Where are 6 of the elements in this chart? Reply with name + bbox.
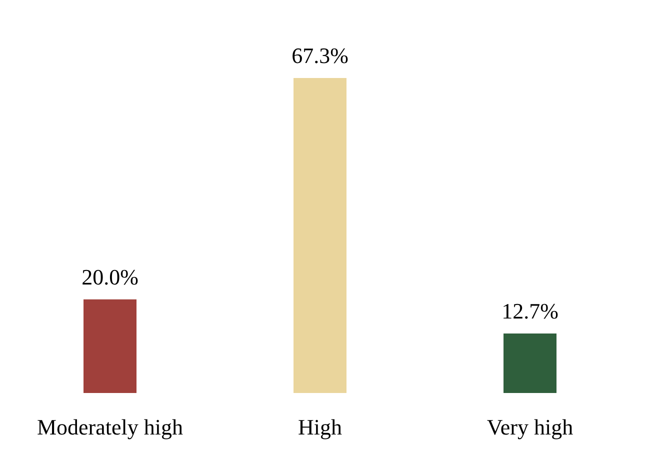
data-label: 67.3% bbox=[292, 43, 348, 68]
x-tick-label: High bbox=[298, 414, 342, 440]
data-label: 20.0% bbox=[82, 264, 138, 290]
data-label: 12.7% bbox=[502, 298, 558, 324]
x-tick-label: Very high bbox=[486, 414, 574, 440]
x-tick-label: Moderately high bbox=[36, 414, 184, 440]
